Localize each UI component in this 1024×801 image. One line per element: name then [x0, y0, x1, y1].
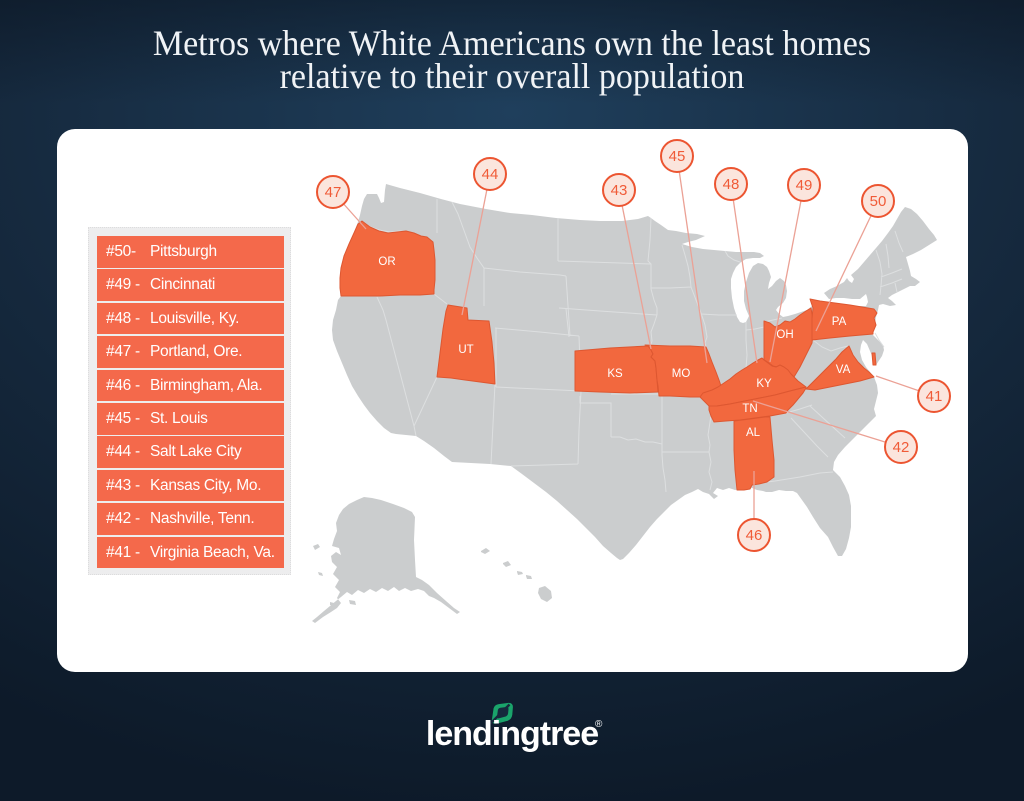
svg-text:42: 42 [893, 439, 910, 456]
svg-text:PA: PA [832, 316, 847, 328]
svg-text:50: 50 [870, 193, 887, 210]
svg-text:VA: VA [836, 364, 851, 376]
svg-text:48: 48 [723, 176, 740, 193]
svg-text:KY: KY [756, 378, 772, 390]
svg-text:OR: OR [378, 256, 395, 268]
svg-text:lendingtree: lendingtree [426, 715, 598, 753]
svg-text:UT: UT [458, 344, 473, 356]
svg-text:OH: OH [776, 329, 793, 341]
svg-text:MO: MO [672, 368, 691, 380]
svg-text:AL: AL [746, 427, 761, 439]
svg-text:45: 45 [669, 148, 686, 165]
svg-text:47: 47 [325, 184, 342, 201]
svg-text:44: 44 [482, 166, 499, 183]
svg-text:41: 41 [926, 388, 943, 405]
svg-text:TN: TN [742, 403, 757, 415]
svg-text:KS: KS [607, 368, 623, 380]
svg-text:®: ® [595, 719, 603, 730]
svg-text:43: 43 [611, 182, 628, 199]
svg-text:49: 49 [796, 177, 813, 194]
svg-text:46: 46 [746, 527, 763, 544]
